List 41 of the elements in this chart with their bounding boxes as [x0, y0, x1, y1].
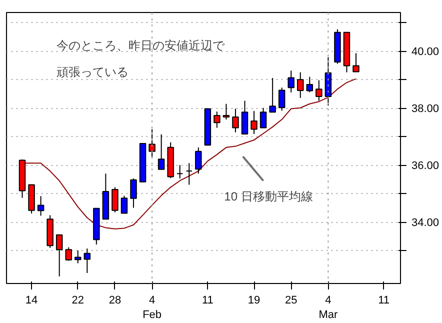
- candlestick: [195, 146, 202, 174]
- candlestick: [232, 108, 239, 133]
- x-tick-label: 11: [202, 294, 214, 306]
- x-tick-label: 11: [378, 294, 390, 306]
- candlestick: [241, 100, 248, 135]
- candlestick: [148, 128, 156, 160]
- candlestick: [316, 80, 322, 102]
- candlestick: [84, 248, 91, 274]
- annotation: 10 日移動平均線: [224, 190, 313, 204]
- x-tick-label: 28: [108, 294, 122, 306]
- candlestick: [112, 186, 118, 213]
- x-tick-label: 4 Mar: [318, 294, 338, 321]
- annotation: 今のところ、昨日の安値近辺で頑張っている: [56, 38, 226, 80]
- y-tick-label: 40.00: [412, 46, 440, 58]
- candlestick: [250, 110, 258, 135]
- candlestick: [130, 178, 137, 208]
- y-tick-label: 34.00: [412, 217, 440, 230]
- candlestick: [37, 196, 44, 216]
- candlestick: [222, 103, 230, 120]
- candlestick: [297, 72, 304, 98]
- candlestick: [65, 246, 72, 262]
- candlestick: [269, 77, 276, 113]
- candlestick: [306, 76, 314, 93]
- candlestick: [260, 107, 267, 128]
- y-tick-label: 38.00: [412, 103, 440, 116]
- x-tick-label: 4 Feb: [142, 294, 162, 321]
- candlestick: [278, 87, 286, 112]
- x-tick-label: 22: [72, 294, 84, 306]
- candlestick: [186, 162, 193, 186]
- candlestick: [352, 52, 360, 72]
- x-tick-label: 19: [248, 294, 260, 306]
- candlestick: [74, 250, 82, 264]
- candlestick: [214, 111, 220, 128]
- y-tick-label: 36.00: [412, 160, 440, 172]
- candlestick: [56, 234, 63, 277]
- x-tick-label: 14: [25, 294, 38, 306]
- candlestick: [176, 164, 184, 179]
- x-tick-label: 25: [284, 294, 298, 306]
- candlestick: [158, 134, 165, 170]
- candlestick: [120, 195, 128, 214]
- candlestick: [288, 70, 294, 93]
